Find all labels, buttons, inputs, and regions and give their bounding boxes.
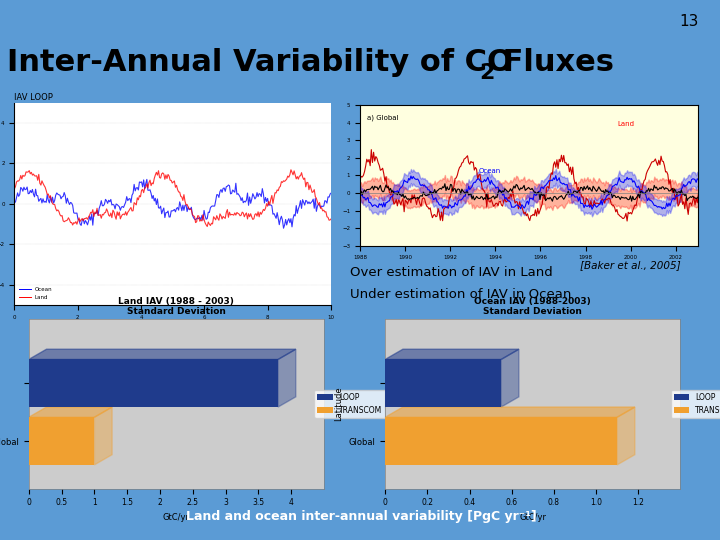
X-axis label: GtC/yr: GtC/yr: [163, 513, 190, 522]
Legend: LOOP, TRANSCOM: LOOP, TRANSCOM: [671, 390, 720, 417]
Polygon shape: [29, 349, 296, 360]
Polygon shape: [501, 349, 519, 407]
X-axis label: GtC/yr: GtC/yr: [519, 513, 546, 522]
Text: Fluxes: Fluxes: [492, 48, 613, 77]
Text: Inter-Annual Variability of CO: Inter-Annual Variability of CO: [7, 48, 513, 77]
Text: Ocean: Ocean: [478, 168, 500, 174]
Polygon shape: [29, 407, 112, 417]
Text: Over estimation of IAV in Land
Under estimation of IAV in Ocean: Over estimation of IAV in Land Under est…: [349, 266, 571, 301]
Text: a) Global: a) Global: [366, 114, 398, 121]
Text: Land and ocean inter-annual variability [PgC yr⁻¹]: Land and ocean inter-annual variability …: [186, 510, 537, 523]
Title: Land IAV (1988 - 2003)
Standard Deviation: Land IAV (1988 - 2003) Standard Deviatio…: [119, 297, 234, 316]
Bar: [385, 360, 501, 407]
Text: Land: Land: [617, 122, 634, 127]
Bar: [29, 360, 278, 407]
Text: [Baker et al., 2005]: [Baker et al., 2005]: [580, 260, 680, 271]
Legend: Ocean, Land: Ocean, Land: [17, 285, 55, 302]
Text: 2: 2: [480, 63, 495, 83]
Polygon shape: [94, 407, 112, 465]
X-axis label: year: year: [165, 326, 181, 332]
Bar: [385, 417, 617, 465]
Bar: [29, 417, 94, 465]
Polygon shape: [617, 407, 635, 465]
Legend: LOOP, TRANSCOM: LOOP, TRANSCOM: [315, 390, 385, 417]
Polygon shape: [385, 349, 519, 360]
Title: Ocean IAV (1988-2003)
Standard Deviation: Ocean IAV (1988-2003) Standard Deviation: [474, 297, 591, 316]
Polygon shape: [278, 349, 296, 407]
Text: IAV LOOP: IAV LOOP: [14, 93, 53, 102]
Polygon shape: [385, 407, 635, 417]
Y-axis label: Latitude: Latitude: [334, 386, 343, 421]
Text: 13: 13: [679, 14, 698, 29]
